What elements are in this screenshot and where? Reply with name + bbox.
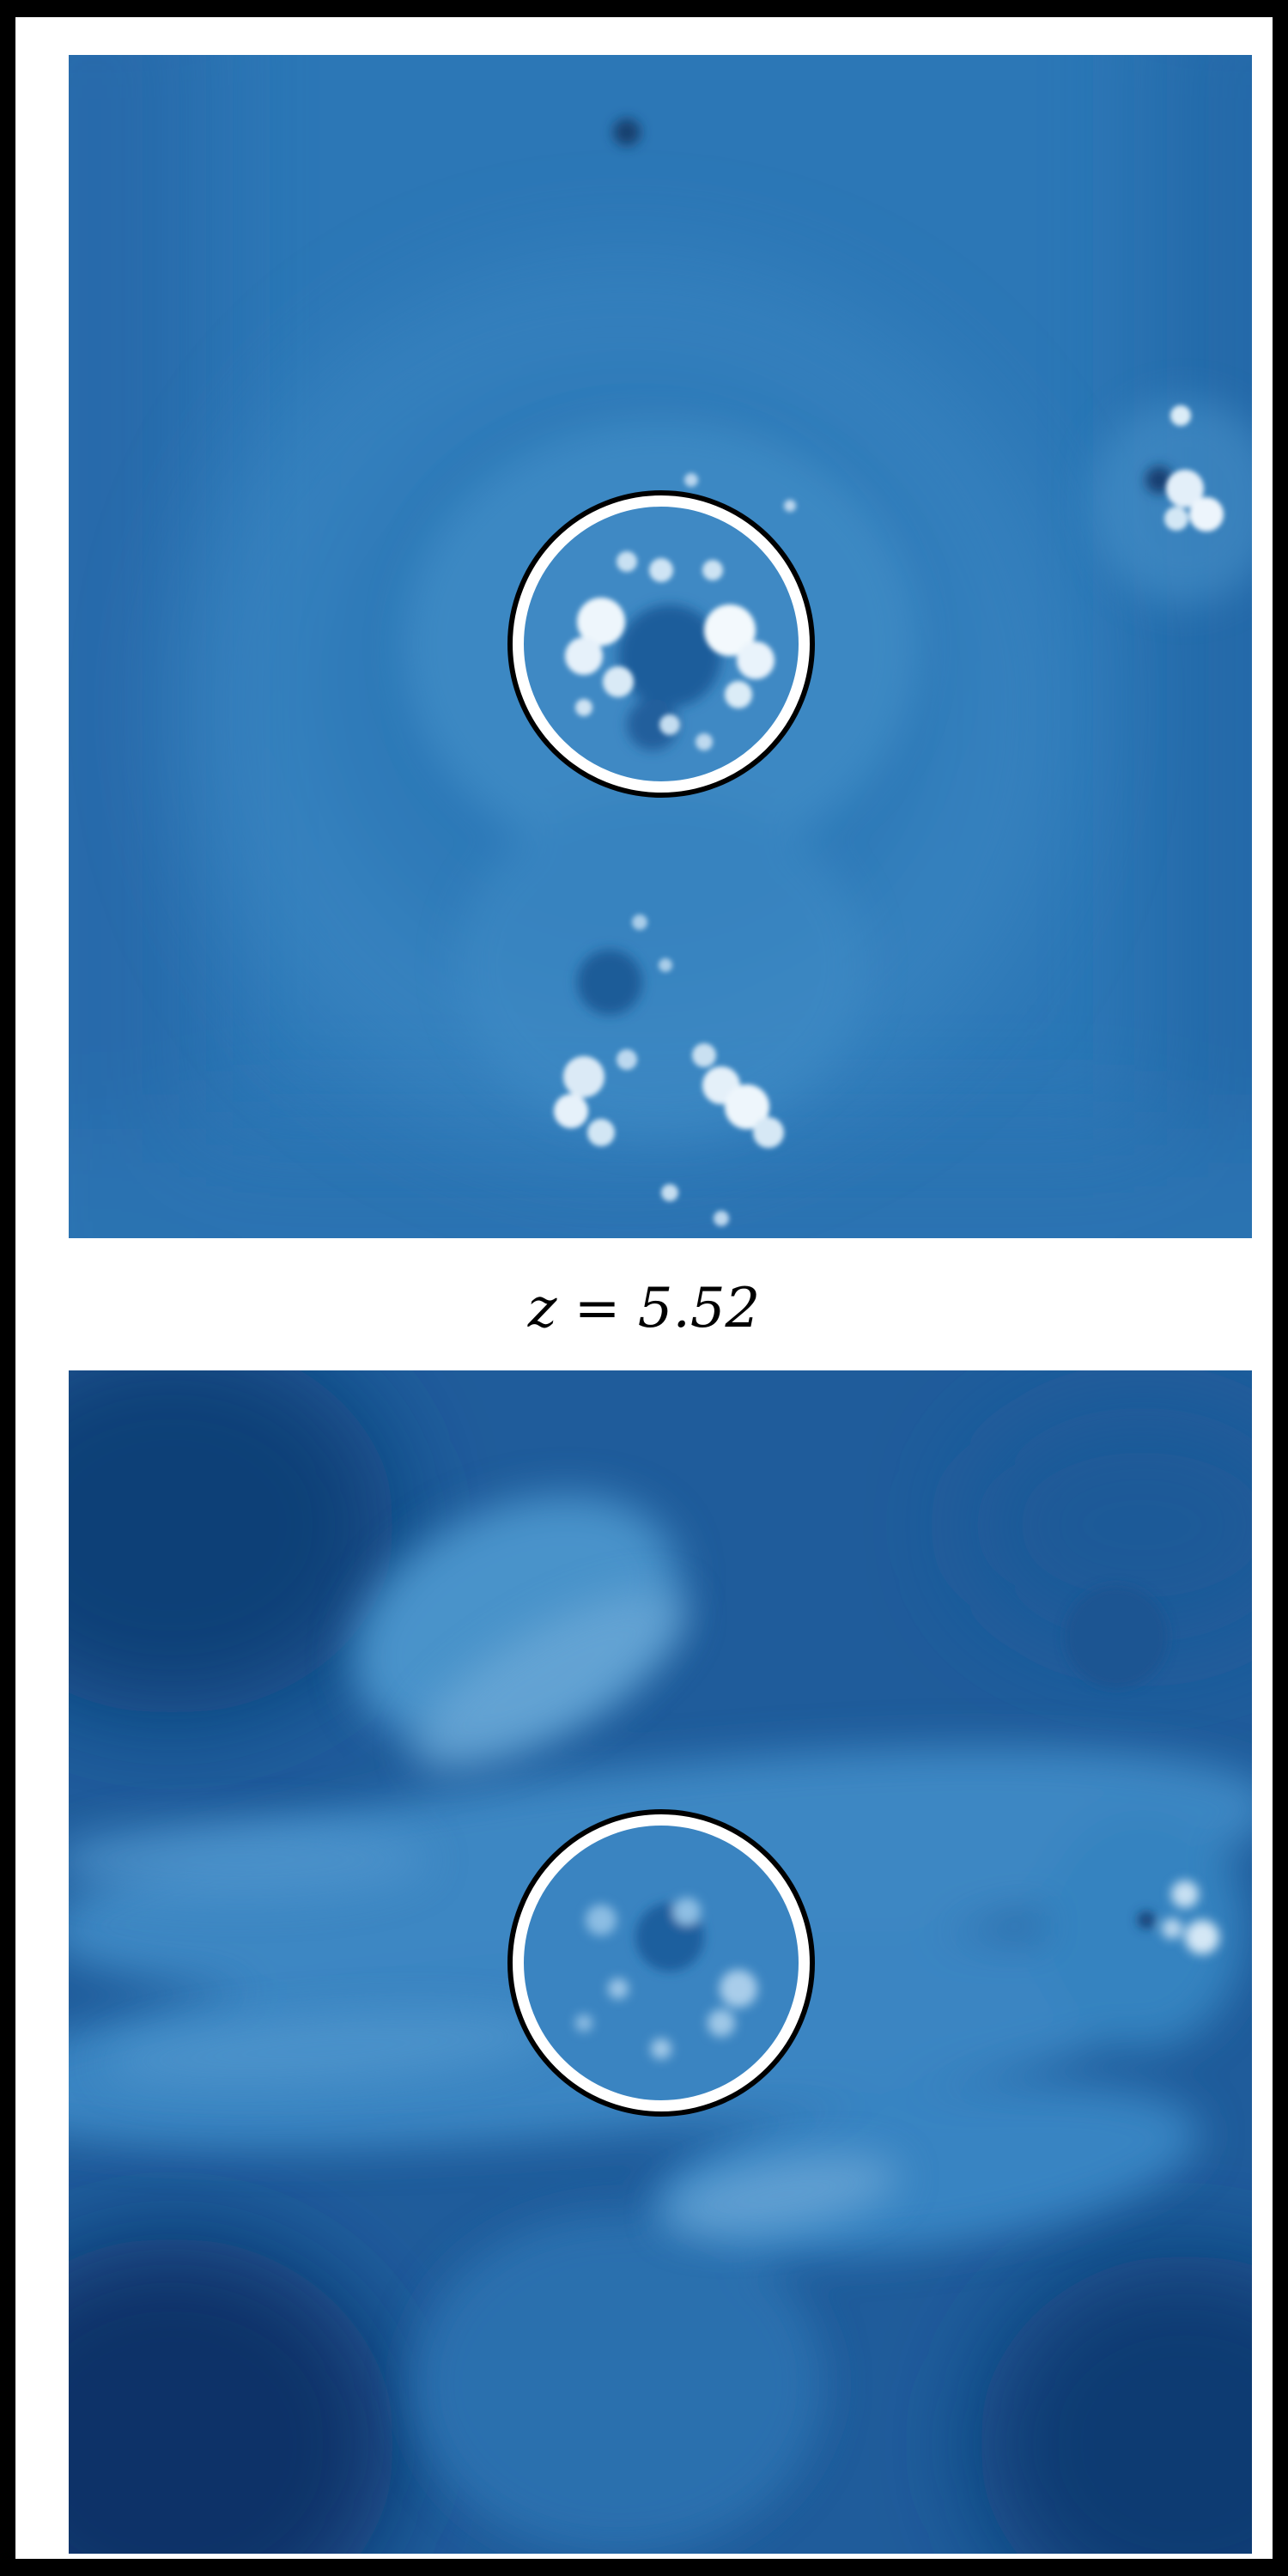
top-panel-image xyxy=(69,55,1252,1238)
bottom-panel-image xyxy=(69,1370,1252,2554)
top-marker-circle xyxy=(512,495,811,793)
redshift-caption: z = 5.52 xyxy=(527,1277,761,1340)
figure-frame: z = 5.52 xyxy=(15,17,1273,2559)
bottom-marker-circle xyxy=(512,1814,811,2112)
